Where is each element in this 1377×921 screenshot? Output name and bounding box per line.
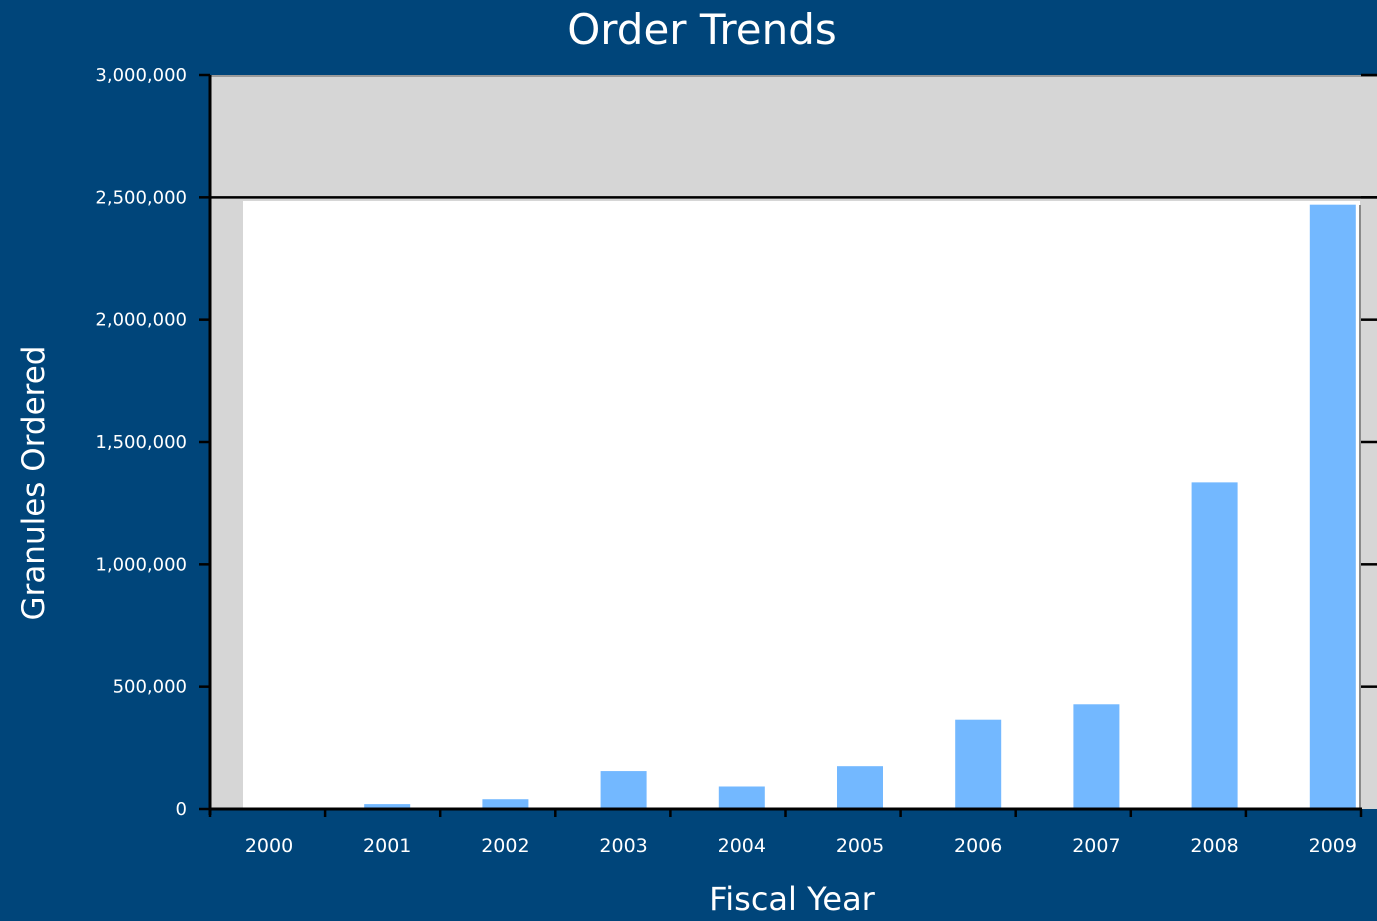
y-tick-label: 1,500,000	[95, 432, 187, 453]
plot-area: 0 500,000 1,000,000 1,500,000 2,000,000 2,500…	[95, 65, 1377, 857]
y-tick-label: 2,000,000	[95, 310, 187, 331]
y-tick-label: 2,500,000	[95, 187, 187, 208]
bar-2004	[718, 786, 765, 809]
x-tick-label: 2003	[599, 835, 647, 857]
x-tick-label: 2004	[718, 835, 766, 857]
y-tick-label: 500,000	[113, 677, 187, 698]
inner-panel	[243, 201, 1360, 809]
x-tick-label: 2005	[836, 835, 884, 857]
x-axis-label: Fiscal Year	[709, 880, 876, 917]
x-tick-label: 2007	[1072, 835, 1120, 857]
y-tick-label: 3,000,000	[95, 65, 187, 86]
x-tick-label: 2009	[1309, 835, 1357, 857]
bar-2007	[1073, 704, 1120, 809]
bar-2006	[955, 719, 1002, 809]
x-tick-label: 2001	[363, 835, 411, 857]
y-tick-label: 1,000,000	[95, 554, 187, 575]
x-tick-label: 2006	[954, 835, 1002, 857]
bar-2003	[600, 771, 647, 809]
x-tick-label: 2002	[481, 835, 529, 857]
bar-2005	[837, 766, 883, 809]
x-tick-label: 2008	[1190, 835, 1238, 857]
y-tick-label: 0	[176, 799, 187, 820]
bar-2002	[482, 799, 529, 809]
y-axis-label: Granules Ordered	[16, 346, 52, 621]
bar-2008	[1191, 482, 1238, 809]
x-tick-label: 2000	[245, 835, 293, 857]
chart-title: Order Trends	[567, 5, 837, 54]
bar-2001	[364, 804, 411, 809]
bar-2009	[1309, 204, 1356, 809]
